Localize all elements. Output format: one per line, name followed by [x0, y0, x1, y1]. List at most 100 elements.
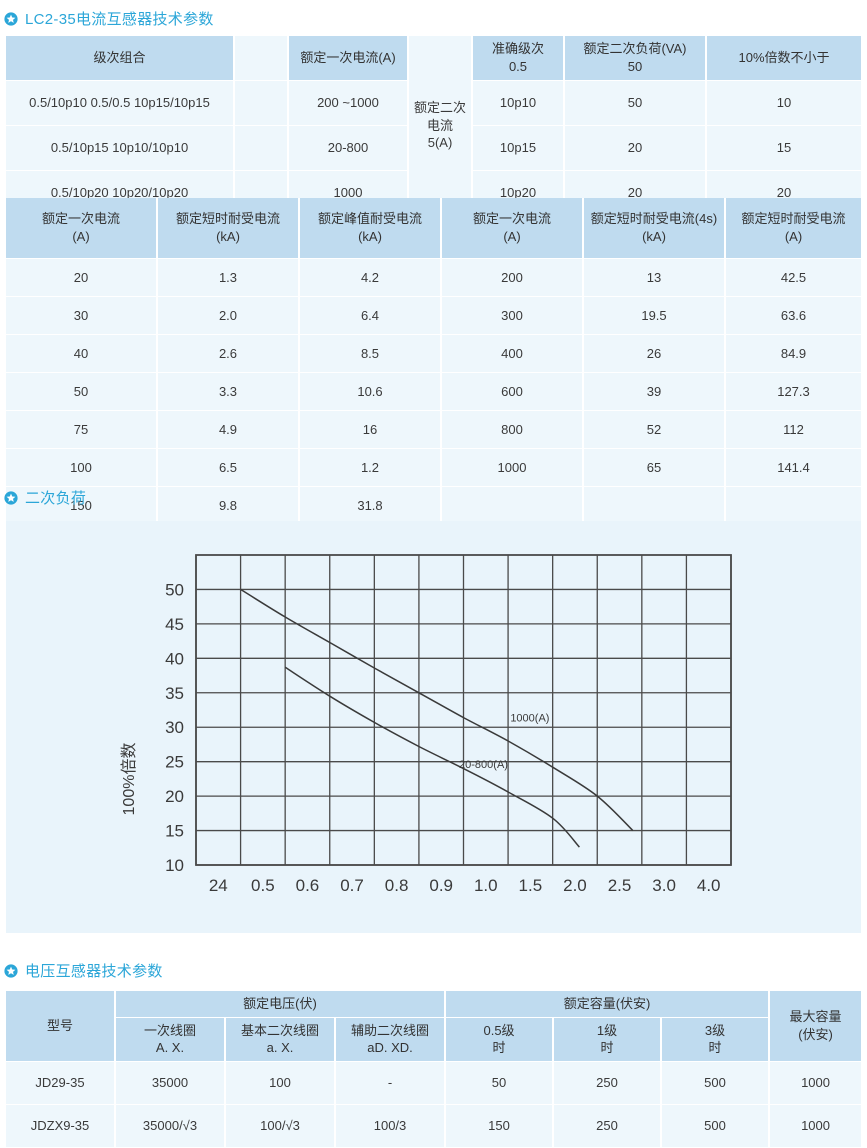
t3-header-model: 型号	[6, 991, 116, 1062]
t2-cell: 800	[442, 411, 584, 449]
t1-header-grade-combo: 级次组合	[6, 36, 235, 81]
t3-header-rated-voltage: 额定电压(伏)	[116, 991, 447, 1018]
t2-cell: 30	[6, 297, 158, 335]
t2-header-1-line1: 额定短时耐受电流	[175, 211, 280, 227]
table-header-row: 一次线圈 A. X. 基本二次线圈 a. X. 辅助二次线圈 aD. XD. 0…	[6, 1017, 861, 1062]
t2-cell: 31.8	[300, 487, 442, 525]
t3-c1-line1: 1级	[596, 1022, 618, 1038]
t3-header-primary-winding: 一次线圈 A. X.	[116, 1017, 226, 1062]
t2-header-0-line2: (A)	[72, 229, 90, 244]
t1-burden-line1: 额定二次负荷(VA)	[583, 41, 687, 57]
t2-header-5-line2: (A)	[784, 229, 803, 244]
t2-header-3: 额定一次电流 (A)	[442, 198, 584, 259]
t2-cell: 75	[6, 411, 158, 449]
t2-cell: 65	[584, 449, 726, 487]
t1-primary-current-0: 200 ~1000	[289, 81, 409, 126]
t1-burden-1: 20	[565, 126, 707, 171]
chart-x-tick-labels: 24 0.5 0.6 0.7 0.8 0.9 1.0 1.5 2.0 2.5 3.0 4.0	[209, 876, 721, 895]
t2-cell: 50	[6, 373, 158, 411]
t2-header-3-line1: 额定一次电流	[472, 211, 551, 227]
t2-cell: 1000	[442, 449, 584, 487]
t2-cell: 9.8	[158, 487, 300, 525]
t2-cell: 19.5	[584, 297, 726, 335]
t3-header-class-3: 3级 时	[662, 1017, 771, 1062]
chart-y-tick: 15	[165, 822, 184, 841]
t3-cell-class05: 50	[446, 1061, 555, 1105]
t1-spacer-cell	[235, 36, 289, 81]
t2-cell: 150	[6, 487, 158, 525]
t2-cell: 20	[6, 259, 158, 297]
t2-cell	[726, 487, 861, 525]
t1-header-multiple: 10%倍数不小于	[707, 36, 861, 81]
t3-c3-line2: 时	[708, 1040, 722, 1056]
t3-cell-primary: 35000/√3	[116, 1104, 226, 1148]
star-badge-icon	[4, 490, 18, 505]
t1-grade-combo-0: 0.5/10p10 0.5/0.5 10p15/10p15	[6, 81, 235, 126]
t2-cell: 300	[442, 297, 584, 335]
t2-cell: 63.6	[726, 297, 861, 335]
t2-cell: 84.9	[726, 335, 861, 373]
t1-multiple-0: 10	[707, 81, 861, 126]
t1-secondary-current-line2: 电流	[426, 117, 453, 133]
chart-y-tick: 30	[165, 718, 184, 737]
t3-cell-basic-secondary: 100/√3	[226, 1104, 336, 1148]
chart-series-label: 20-800(A)	[459, 759, 508, 771]
t3-c05-line2: 时	[492, 1040, 506, 1056]
t2-cell: 1.2	[300, 449, 442, 487]
chart-y-tick: 50	[165, 580, 184, 599]
t3-prim-line1: 一次线圈	[143, 1022, 196, 1038]
t2-cell: 26	[584, 335, 726, 373]
t3-c3-line1: 3级	[704, 1022, 726, 1038]
t3-cell-class3: 500	[662, 1061, 771, 1105]
t1-header-primary-current: 额定一次电流(A)	[289, 36, 409, 81]
t2-cell: 52	[584, 411, 726, 449]
t3-cell-model: JDZX9-35	[6, 1104, 116, 1148]
chart-series-annotations: 1000(A) 20-800(A)	[459, 713, 549, 771]
table-row: JDZX9-35 35000/√3 100/√3 100/3 150 250 5…	[6, 1104, 862, 1148]
t1-accuracy-line1: 准确级次	[491, 41, 544, 57]
t1-multiple-1: 15	[707, 126, 861, 171]
chart-x-tick: 2.5	[608, 876, 632, 895]
table-header-row: 额定一次电流 (A) 额定短时耐受电流 (kA) 额定峰值耐受电流 (kA) 额…	[6, 198, 861, 259]
chart-y-tick: 35	[165, 684, 184, 703]
chart-x-tick: 0.9	[429, 876, 453, 895]
chart-curves	[240, 588, 634, 848]
t3-header-rated-capacity: 额定容量(伏安)	[446, 991, 771, 1018]
t3-cell-aux-secondary: -	[336, 1061, 447, 1105]
chart-y-tick: 20	[165, 787, 184, 806]
t2-header-0-line1: 额定一次电流	[41, 211, 120, 227]
t2-header-2-line1: 额定峰值耐受电流	[317, 211, 422, 227]
t2-cell: 40	[6, 335, 158, 373]
chart-y-tick: 40	[165, 649, 184, 668]
chart-x-tick: 1.0	[474, 876, 498, 895]
t3-max-cap-line2: (伏安)	[798, 1026, 833, 1042]
secondary-burden-chart: 50 45 40 35 30 25 20 15 10 24 0.5 0.6 0.7 0.8 0.9 1.0 1…	[120, 554, 732, 895]
chart-y-axis-label: 100%倍数	[120, 743, 138, 816]
chart-y-tick: 25	[165, 753, 184, 772]
t2-cell: 6.4	[300, 297, 442, 335]
t1-primary-current-1: 20-800	[289, 126, 409, 171]
t3-header-class-1: 1级 时	[554, 1017, 663, 1062]
chart-x-tick: 1.5	[519, 876, 543, 895]
t3-cell-basic-secondary: 100	[226, 1061, 336, 1105]
section-heading-current-transformer: LC2-35电流互感器技术参数	[0, 8, 214, 29]
t3-cell-max: 1000	[770, 1061, 862, 1105]
t2-cell: 400	[442, 335, 584, 373]
table-row: 0.5/10p15 10p10/10p10 20-800 10p15 20 15	[6, 126, 861, 171]
chart-y-tick-labels: 50 45 40 35 30 25 20 15 10	[165, 580, 184, 875]
chart-x-tick: 0.5	[251, 876, 275, 895]
t1-header-secondary-burden: 额定二次负荷(VA) 50	[565, 36, 707, 81]
t2-header-4: 额定短时耐受电流(4s) (kA)	[584, 198, 726, 259]
section-heading-voltage-transformer: 电压互感器技术参数	[0, 960, 163, 981]
t3-aux-line1: 辅助二次线圈	[351, 1022, 430, 1038]
t2-cell: 10.6	[300, 373, 442, 411]
table-row: 级次组合 额定一次电流(A) 额定二次 电流 5(A) 准确级次 0.5 额定二…	[6, 36, 861, 216]
t2-header-2-line2: (kA)	[358, 229, 382, 244]
t2-header-4-line1: 额定短时耐受电流(4s)	[590, 211, 718, 227]
t2-cell: 42.5	[726, 259, 861, 297]
t3-cell-primary: 35000	[116, 1061, 226, 1105]
t2-cell: 141.4	[726, 449, 861, 487]
section-heading-secondary-burden: 二次负荷	[0, 487, 86, 508]
t2-cell	[442, 487, 584, 525]
t3-c05-line1: 0.5级	[483, 1022, 515, 1038]
